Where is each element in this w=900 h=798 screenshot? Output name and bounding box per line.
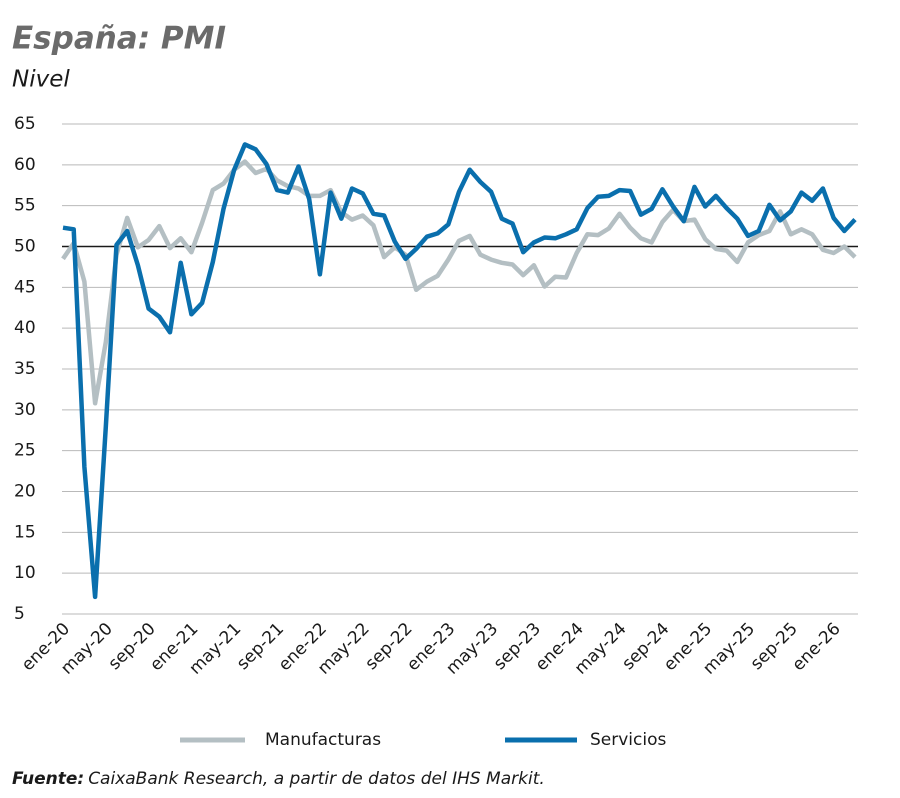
source: Fuente: CaixaBank Research, a partir de d… xyxy=(12,769,545,789)
legend-label: Manufacturas xyxy=(265,730,381,750)
y-tick-label: 20 xyxy=(14,482,36,502)
y-tick-label: 45 xyxy=(14,277,36,297)
source-label: Fuente: xyxy=(12,769,84,789)
series-line xyxy=(61,159,857,406)
y-tick-label: 15 xyxy=(14,522,36,542)
chart-subtitle: Nivel xyxy=(12,67,70,93)
y-tick-label: 5 xyxy=(14,604,25,624)
x-tick-label: ene-26 xyxy=(788,619,844,675)
source-text: CaixaBank Research, a partir de datos de… xyxy=(88,769,545,789)
series-line xyxy=(62,142,857,600)
legend-label: Servicios xyxy=(590,730,666,750)
y-tick-label: 30 xyxy=(14,400,36,420)
y-tick-label: 40 xyxy=(14,318,36,338)
y-tick-label: 55 xyxy=(14,196,36,216)
y-tick-label: 25 xyxy=(14,441,36,461)
y-tick-label: 65 xyxy=(14,114,36,134)
y-tick-label: 35 xyxy=(14,359,36,379)
y-tick-label: 50 xyxy=(14,237,36,257)
y-tick-label: 60 xyxy=(14,155,36,175)
y-tick-label: 10 xyxy=(14,563,36,583)
chart-title: España: PMI xyxy=(12,21,226,57)
